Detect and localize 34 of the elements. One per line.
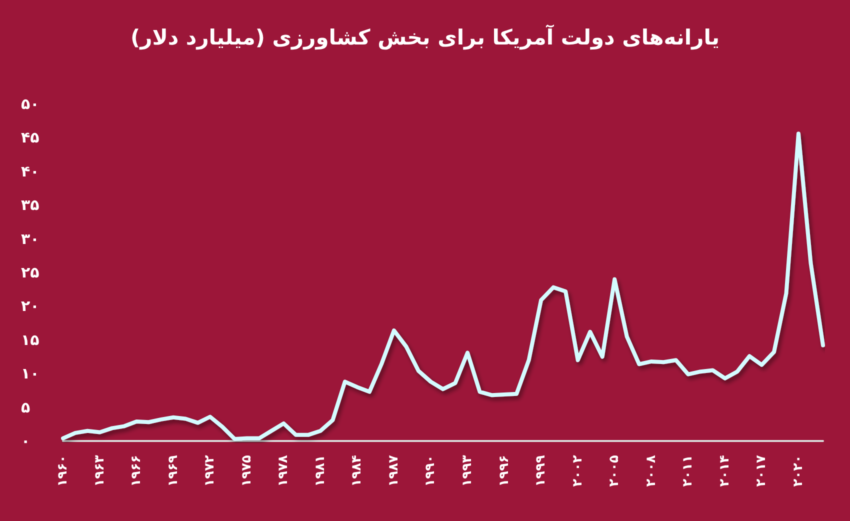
y-tick-label: ۱۰ (21, 364, 40, 383)
x-tick-label: ۲۰۲۰ (790, 455, 806, 487)
chart-title: یارانه‌های دولت آمریکا برای بخش کشاورزی (میلیارد دلار) (130, 24, 720, 50)
x-tick-label: ۱۹۷۵ (239, 454, 254, 487)
x-tick-label: ۲۰۰۵ (607, 454, 622, 487)
y-tick-label: ۲۰ (21, 297, 40, 316)
x-tick-label: ۱۹۶۶ (129, 455, 144, 487)
x-tick-label: ۲۰۱۴ (717, 454, 732, 487)
line-series (61, 132, 825, 441)
x-tick-label: ۱۹۶۹ (166, 454, 181, 487)
x-tick-label: ۲۰۱۷ (754, 454, 770, 487)
y-tick-label: ۰ (21, 432, 30, 450)
x-tick-label: ۱۹۷۸ (276, 454, 292, 487)
x-tick-label: ۱۹۸۱ (312, 455, 328, 487)
y-tick-label: ۳۵ (21, 196, 40, 214)
x-tick-label: ۱۹۸۷ (386, 454, 402, 487)
x-tick-label: ۱۹۶۰ (56, 455, 70, 487)
y-tick-label: ۵ (21, 398, 30, 416)
x-tick-label: ۱۹۶۳ (92, 454, 108, 487)
x-tick-label: ۱۹۹۰ (423, 455, 438, 487)
y-tick-label: ۱۵ (21, 330, 40, 349)
x-tick-label: ۱۹۹۳ (460, 454, 476, 487)
x-tick-label: ۲۰۰۸ (644, 454, 659, 487)
x-tick-label: ۲۰۱۱ (680, 455, 696, 487)
x-tick-label: ۲۰۰۲ (570, 454, 586, 487)
x-tick-label: ۱۹۸۴ (350, 454, 365, 487)
y-tick-label: ۴۰ (21, 162, 40, 180)
x-tick-label: ۱۹۹۶ (496, 455, 512, 487)
y-tick-label: ۳۰ (21, 230, 40, 248)
y-tick-label: ۴۵ (21, 128, 40, 147)
x-tick-label: ۱۹۷۲ (202, 454, 218, 487)
x-tick-label: ۱۹۹۹ (534, 454, 549, 487)
y-tick-label: ۵۰ (21, 95, 40, 113)
y-tick-label: ۲۵ (21, 264, 40, 282)
